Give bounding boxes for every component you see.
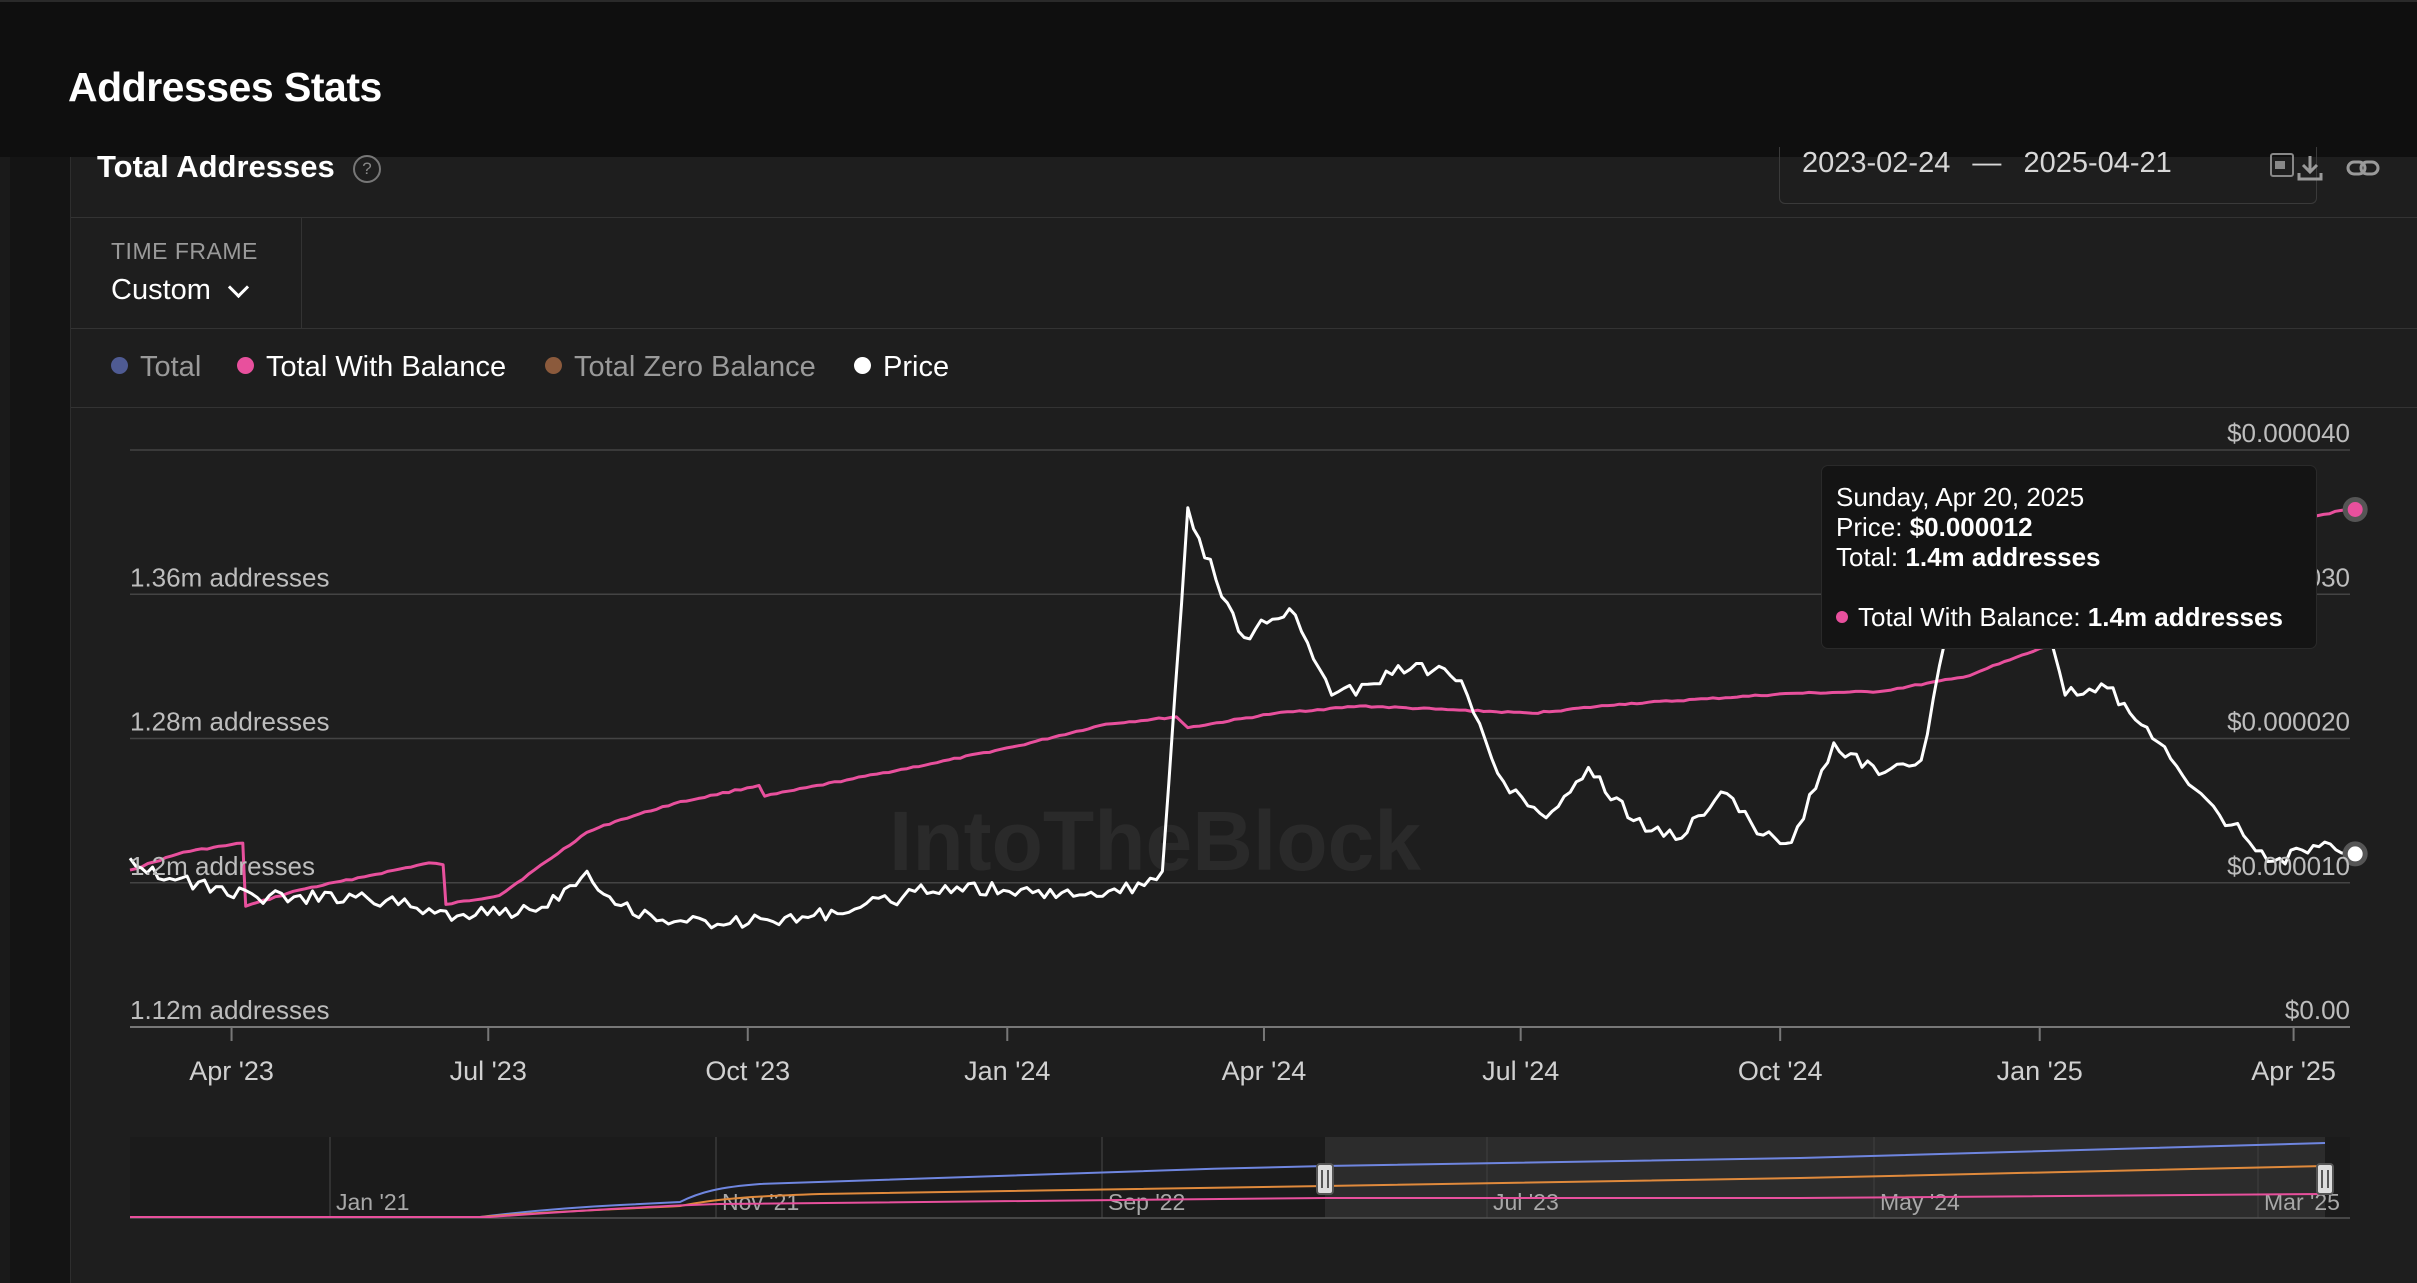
time-frame-value: Custom — [111, 274, 211, 306]
x-tick-label: Jan '24 — [964, 1056, 1050, 1086]
chart-card: Total Addresses ? 2023-02-24 — 2025-04-2… — [70, 147, 2417, 1283]
series-line-total-with-balance — [129, 508, 2348, 908]
tooltip-total-label: Total: — [1836, 542, 1899, 572]
navigator-line-with-balance — [130, 1193, 2326, 1218]
x-tick-label: Apr '25 — [2251, 1056, 2336, 1086]
y-right-tick-label: $0.000020 — [2227, 707, 2350, 737]
time-frame-label: TIME FRAME — [111, 238, 258, 264]
download-icon[interactable] — [2295, 153, 2325, 183]
navigator-handle — [1316, 1163, 1334, 1195]
legend-dot-total — [111, 357, 128, 374]
y-right-tick-label: $0.00 — [2285, 995, 2350, 1025]
page-title: Addresses Stats — [68, 64, 382, 110]
tooltip-twb: Total With Balance: 1.4m addresses — [1836, 602, 2283, 633]
navigator-handle — [2316, 1163, 2334, 1195]
navigator-tick-label: Sep '22 — [1108, 1189, 1185, 1215]
navigator-line-total — [130, 1142, 2326, 1218]
x-tick-label: Apr '23 — [189, 1056, 274, 1086]
tooltip-price: Price: $0.000012 — [1836, 512, 2033, 543]
date-start: 2023-02-24 — [1802, 147, 1951, 179]
card-title: Total Addresses — [97, 149, 335, 184]
y-right-tick-label: $0.000040 — [2227, 418, 2350, 448]
time-frame-selector[interactable]: TIME FRAME Custom — [71, 218, 302, 328]
series-endpoint-price — [2342, 841, 2368, 867]
watermark: IntoTheBlock — [889, 794, 1421, 888]
legend-item-price[interactable]: Price — [854, 351, 949, 384]
calendar-icon[interactable] — [2270, 153, 2294, 177]
legend-dot-price — [854, 357, 871, 374]
chart-legend: Total Total With Balance Total Zero Bala… — [71, 329, 2417, 408]
legend-label-price: Price — [883, 351, 950, 383]
y-right-tick-label: $0.000010 — [2227, 851, 2350, 881]
x-tick-label: Jul '24 — [1482, 1056, 1559, 1086]
question-circle-icon[interactable]: ? — [353, 155, 381, 183]
legend-dot-total-with-balance — [237, 357, 254, 374]
legend-label-total-zero-balance: Total Zero Balance — [574, 351, 816, 383]
date-range-picker[interactable]: 2023-02-24 — 2025-04-21 — [1779, 147, 2317, 204]
link-icon[interactable] — [2345, 153, 2381, 183]
legend-item-total[interactable]: Total — [111, 351, 201, 384]
legend-item-total-with-balance[interactable]: Total With Balance — [237, 351, 506, 384]
navigator-tick-label: Jan '21 — [336, 1189, 409, 1215]
y-left-tick-label: 1.36m addresses — [130, 562, 329, 592]
date-end: 2025-04-21 — [2023, 147, 2172, 179]
legend-label-total-with-balance: Total With Balance — [266, 351, 507, 383]
tooltip-date: Sunday, Apr 20, 2025 — [1836, 482, 2085, 512]
card-header: Total Addresses ? 2023-02-24 — 2025-04-2… — [71, 147, 2417, 218]
tooltip-twb-label: Total With Balance: — [1858, 602, 2081, 632]
x-tick-label: Apr '24 — [1222, 1056, 1307, 1086]
y-left-tick-label: 1.12m addresses — [130, 995, 329, 1025]
date-range-text: 2023-02-24 — 2025-04-21 — [1802, 147, 2172, 180]
tooltip-twb-value: 1.4m addresses — [2087, 602, 2283, 632]
tooltip-price-label: Price: — [1836, 512, 1903, 542]
time-frame-section: TIME FRAME Custom — [71, 218, 2417, 329]
series-endpoint-total-with-balance — [2342, 497, 2368, 523]
navigator-tick-label: May '24 — [1880, 1189, 1960, 1215]
chart-tooltip: Sunday, Apr 20, 2025 Price: $0.000012 To… — [1822, 466, 2316, 648]
x-tick-label: Oct '23 — [705, 1056, 790, 1086]
x-tick-label: Jul '23 — [450, 1056, 527, 1086]
y-left-tick-label: 1.2m addresses — [130, 851, 315, 881]
tooltip-price-value: $0.000012 — [1909, 512, 2033, 542]
left-strip — [0, 157, 10, 1283]
tooltip-total-value: 1.4m addresses — [1905, 542, 2101, 572]
legend-label-total: Total — [140, 351, 202, 383]
y-left-tick-label: 1.28m addresses — [130, 707, 329, 737]
range-navigator[interactable]: Jan '21 Nov '21 Sep '22 Jul '23 May '24 Mar '… — [130, 1137, 2350, 1219]
date-separator: — — [1972, 147, 2002, 179]
x-tick-label: Jan '25 — [1997, 1056, 2083, 1086]
legend-item-total-zero-balance[interactable]: Total Zero Balance — [545, 351, 816, 384]
x-tick-label: Oct '24 — [1738, 1056, 1823, 1086]
tooltip-total: Total: 1.4m addresses — [1836, 542, 2101, 573]
tooltip-twb-dot — [1836, 611, 1848, 623]
legend-dot-total-zero-balance — [545, 357, 562, 374]
top-bar: Addresses Stats — [0, 0, 2417, 157]
navigator-tick-label: Nov '21 — [722, 1189, 799, 1215]
navigator-tick-label: Jul '23 — [1493, 1189, 1559, 1215]
